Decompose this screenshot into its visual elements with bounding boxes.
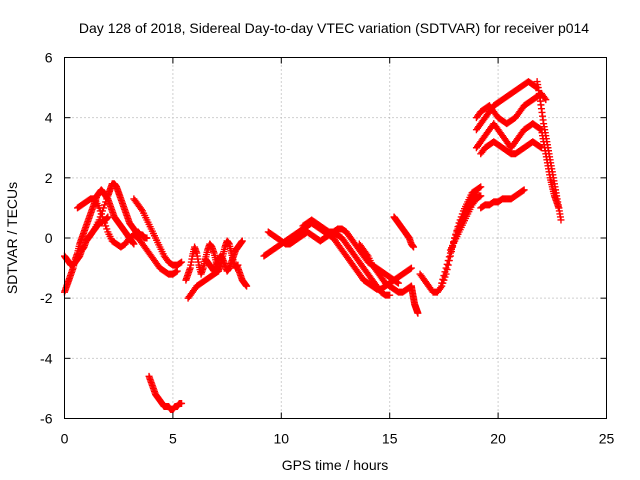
x-tick-label: 25 [599,431,615,447]
data-point-arc-13 [393,278,401,286]
data-point-arc-18 [443,260,451,268]
data-point-arc-18 [442,264,450,272]
x-tick-label: 10 [274,431,290,447]
data-point-arc-20 [542,96,550,104]
data-point-arc-20 [541,94,549,102]
data-point-arc-19 [476,193,484,201]
chart-title: Day 128 of 2018, Sidereal Day-to-day VTE… [79,20,589,36]
data-point-arc-12 [386,291,394,299]
y-tick-label: -6 [40,411,53,427]
y-tick-label: -2 [40,290,53,306]
data-point-arc-11 [407,264,415,272]
data-point-arc-16 [414,309,422,317]
data-point-arc-18 [472,189,480,197]
data-point-arc-18 [445,253,453,261]
x-axis-label: GPS time / hours [282,457,389,473]
data-point-arc-18 [444,257,452,265]
data-point-arc-18 [439,275,447,283]
data-point-arc-4 [143,234,151,242]
data-point-arc-6 [178,399,186,407]
data-point-arc-11 [406,265,414,273]
data-point-arc-24 [519,187,527,195]
data-point-arc-17 [437,284,445,292]
x-tick-label: 0 [61,431,69,447]
data-point-arc-13 [394,279,402,287]
data-point-arc-15 [410,243,418,251]
data-point-arc-19 [477,192,485,200]
data-markers [61,78,565,413]
axis-ticks: 0 5 10 15 20 25 -6 -4 -2 0 2 4 6 [40,50,614,447]
data-point-arc-14 [363,251,371,259]
data-point-arc-3 [173,267,181,275]
data-point-arc-26 [555,204,563,212]
y-axis-label: SDTVAR / TECUs [4,182,20,294]
y-tick-label: 2 [45,170,53,186]
data-point-arc-17 [476,184,484,192]
x-tick-label: 15 [382,431,398,447]
data-point-arc-5 [137,205,145,213]
data-point-arc-23 [536,143,544,151]
y-tick-label: 0 [45,230,53,246]
y-tick-label: 6 [45,50,53,66]
data-point-arc-24 [520,186,528,194]
x-tick-label: 20 [490,431,506,447]
y-tick-label: 4 [45,110,53,126]
data-point-arc-5 [178,258,186,266]
data-point-arc-18 [441,268,449,276]
data-point-arc-18 [438,279,446,287]
data-point-arc-9 [238,237,246,245]
data-point-arc-5 [176,259,184,267]
data-point-arc-17 [477,183,485,191]
data-point-arc-10 [243,282,251,290]
data-point-arc-1 [130,240,138,248]
data-point-arc-25 [557,216,565,224]
data-point-arc-18 [440,272,448,280]
data-point-arc-3 [172,268,180,276]
data-point-arc-21 [536,125,544,133]
x-tick-label: 5 [169,431,177,447]
y-tick-label: -4 [40,350,53,366]
